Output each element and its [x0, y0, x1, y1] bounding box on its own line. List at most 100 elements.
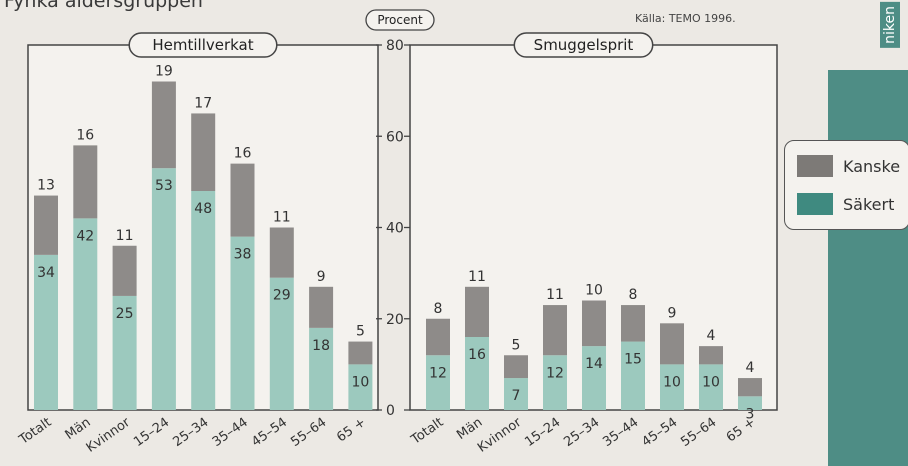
- legend: Kanske Säkert: [784, 140, 908, 230]
- category-label-0-4: 25–34: [170, 415, 211, 450]
- legend-item-kanske: Kanske: [797, 155, 900, 177]
- panel-title-0: Hemtillverkat: [152, 36, 253, 54]
- label-sakert-0-2: 25: [116, 306, 134, 322]
- label-kanske-0-8: 5: [356, 324, 365, 340]
- bar-kanske-0-6: [269, 227, 294, 278]
- bar-kanske-0-7: [309, 286, 334, 328]
- bar-kanske-1-2: [504, 355, 528, 379]
- category-label-0-8: 65 +: [334, 415, 368, 445]
- bar-sakert-0-4: [191, 191, 216, 410]
- label-sakert-0-8: 10: [351, 374, 369, 390]
- label-sakert-0-6: 29: [273, 288, 291, 304]
- label-sakert-0-1: 42: [76, 228, 94, 244]
- label-kanske-1-8: 4: [746, 360, 755, 376]
- bar-sakert-1-1: [465, 337, 489, 410]
- bar-kanske-0-4: [191, 113, 216, 191]
- label-kanske-0-4: 17: [194, 95, 212, 111]
- label-kanske-1-2: 5: [512, 337, 521, 353]
- bar-sakert-0-3: [151, 168, 176, 410]
- category-label-1-3: 15–24: [522, 415, 563, 450]
- bar-sakert-0-8: [348, 364, 373, 410]
- bar-kanske-1-6: [660, 323, 684, 365]
- panel-title-pill-1: [513, 32, 654, 58]
- label-sakert-1-0: 12: [429, 365, 447, 381]
- category-label-0-0: Totalt: [16, 415, 54, 448]
- category-label-1-4: 25–34: [561, 415, 602, 450]
- bar-sakert-0-2: [112, 295, 137, 410]
- category-label-1-5: 35–44: [600, 415, 641, 450]
- category-label-1-2: Kvinnor: [475, 415, 525, 456]
- bar-kanske-1-8: [738, 378, 762, 397]
- legend-item-sakert: Säkert: [797, 193, 894, 215]
- category-label-1-7: 55–64: [678, 415, 719, 450]
- panel-title-pill-0: [128, 32, 278, 58]
- label-sakert-1-6: 10: [663, 374, 681, 390]
- bar-kanske-1-1: [465, 286, 489, 337]
- label-sakert-0-4: 48: [194, 201, 212, 217]
- label-kanske-1-3: 11: [546, 287, 564, 303]
- ytick-label-3: 60: [386, 129, 404, 145]
- label-kanske-0-1: 16: [76, 127, 94, 143]
- ytick-label-2: 40: [386, 221, 404, 237]
- category-label-0-3: 15–24: [131, 415, 172, 450]
- label-sakert-0-0: 34: [37, 265, 55, 281]
- bar-kanske-0-5: [230, 163, 255, 237]
- bar-sakert-0-7: [309, 327, 334, 410]
- legend-label-kanske: Kanske: [843, 156, 901, 176]
- bar-sakert-0-0: [34, 254, 58, 410]
- label-kanske-1-0: 8: [434, 301, 443, 317]
- bar-kanske-1-3: [543, 305, 567, 356]
- label-sakert-0-3: 53: [155, 178, 173, 194]
- bar-sakert-0-5: [230, 236, 255, 410]
- label-kanske-1-6: 9: [668, 305, 677, 321]
- label-sakert-1-4: 14: [585, 356, 603, 372]
- ylabel-pill: [365, 9, 435, 31]
- label-kanske-0-6: 11: [273, 210, 291, 226]
- label-sakert-1-1: 16: [468, 347, 486, 363]
- bar-kanske-0-0: [34, 195, 58, 255]
- ylabel-text: Procent: [377, 13, 423, 27]
- category-label-0-6: 45–54: [249, 415, 290, 450]
- category-label-1-6: 45–54: [639, 415, 680, 450]
- bar-kanske-1-0: [426, 318, 450, 356]
- bar-kanske-0-8: [348, 341, 373, 365]
- label-sakert-1-5: 15: [624, 352, 642, 368]
- ytick-label-0: 0: [386, 403, 395, 419]
- category-label-0-2: Kvinnor: [84, 415, 134, 456]
- label-kanske-0-0: 13: [37, 178, 55, 194]
- bar-sakert-0-6: [269, 277, 294, 410]
- bar-sakert-1-5: [621, 341, 645, 410]
- ytick-label-4: 80: [386, 38, 404, 54]
- sidebar-strip: [828, 0, 908, 466]
- label-kanske-1-1: 11: [468, 269, 486, 285]
- label-kanske-1-7: 4: [707, 328, 716, 344]
- label-sakert-1-3: 12: [546, 365, 564, 381]
- bar-sakert-1-4: [582, 346, 606, 410]
- bar-sakert-1-0: [426, 355, 450, 410]
- page-heading: Fynka åldersgruppen: [4, 0, 203, 12]
- bar-sakert-1-7: [699, 364, 723, 410]
- label-kanske-1-4: 10: [585, 283, 603, 299]
- label-sakert-0-7: 18: [312, 338, 330, 354]
- bar-kanske-0-3: [151, 81, 176, 169]
- label-kanske-0-5: 16: [234, 146, 252, 162]
- panel-title-1: Smuggelsprit: [534, 36, 634, 54]
- category-label-0-7: 55–64: [288, 415, 329, 450]
- bar-kanske-1-7: [699, 346, 723, 365]
- label-sakert-1-7: 10: [702, 374, 720, 390]
- ytick-label-1: 20: [386, 312, 404, 328]
- label-sakert-1-2: 7: [512, 388, 521, 404]
- category-label-1-0: Totalt: [408, 415, 446, 448]
- bar-kanske-0-2: [112, 245, 137, 296]
- source-note: Källa: TEMO 1996.: [635, 12, 736, 25]
- bar-kanske-0-1: [73, 145, 98, 219]
- label-kanske-0-3: 19: [155, 64, 173, 80]
- category-label-0-5: 35–44: [210, 415, 251, 450]
- bar-kanske-1-5: [621, 305, 645, 342]
- legend-swatch-sakert: [797, 193, 833, 215]
- bar-sakert-1-6: [660, 364, 684, 410]
- bar-sakert-1-2: [504, 378, 528, 410]
- label-sakert-0-5: 38: [234, 247, 252, 263]
- legend-swatch-kanske: [797, 155, 833, 177]
- legend-label-sakert: Säkert: [843, 194, 895, 214]
